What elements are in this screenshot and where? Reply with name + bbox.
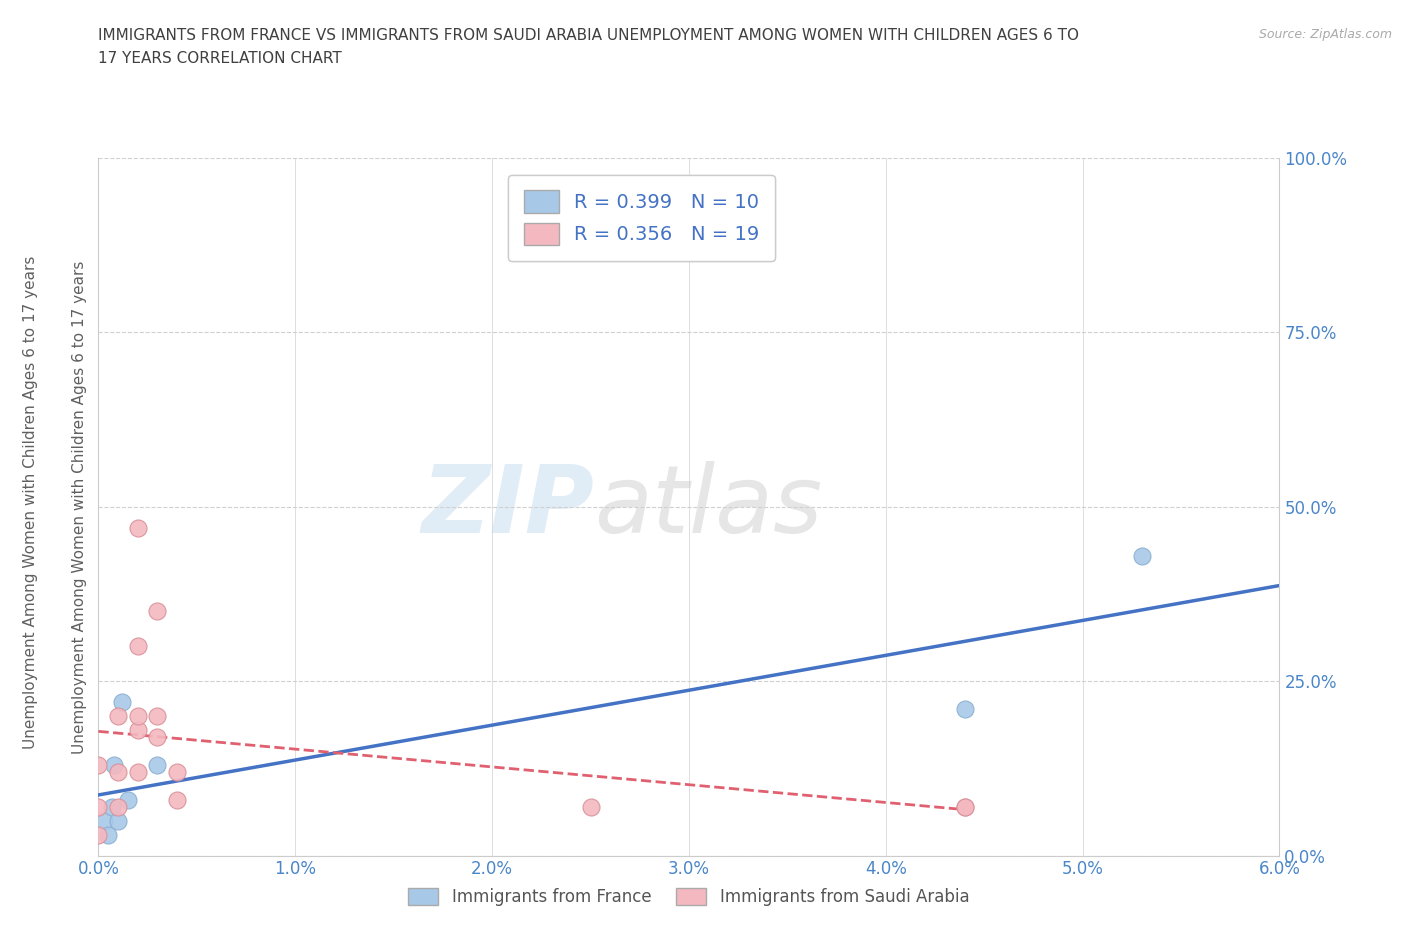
Point — [579, 799, 602, 815]
Point — [127, 723, 149, 737]
Point — [107, 764, 129, 779]
Point — [101, 799, 124, 815]
Point — [127, 639, 149, 654]
Y-axis label: Unemployment Among Women with Children Ages 6 to 17 years: Unemployment Among Women with Children A… — [72, 260, 87, 753]
Text: 17 YEARS CORRELATION CHART: 17 YEARS CORRELATION CHART — [98, 51, 342, 66]
Point — [166, 764, 188, 779]
Point — [111, 695, 134, 710]
Point — [146, 604, 169, 619]
Point — [127, 521, 149, 536]
Text: atlas: atlas — [595, 461, 823, 552]
Point — [127, 764, 149, 779]
Legend: R = 0.399   N = 10, R = 0.356   N = 19: R = 0.399 N = 10, R = 0.356 N = 19 — [508, 175, 775, 260]
Point — [953, 799, 976, 815]
Point — [117, 792, 139, 807]
Text: IMMIGRANTS FROM FRANCE VS IMMIGRANTS FROM SAUDI ARABIA UNEMPLOYMENT AMONG WOMEN : IMMIGRANTS FROM FRANCE VS IMMIGRANTS FRO… — [98, 28, 1080, 43]
Point — [146, 757, 169, 772]
Point — [107, 813, 129, 829]
Point — [166, 792, 188, 807]
Legend: Immigrants from France, Immigrants from Saudi Arabia: Immigrants from France, Immigrants from … — [402, 881, 976, 912]
Point — [953, 799, 976, 815]
Point — [107, 709, 129, 724]
Point — [953, 701, 976, 716]
Point — [97, 828, 120, 843]
Point — [146, 709, 169, 724]
Point — [93, 813, 115, 829]
Point — [87, 799, 110, 815]
Text: Source: ZipAtlas.com: Source: ZipAtlas.com — [1258, 28, 1392, 41]
Point — [87, 828, 110, 843]
Point — [1130, 549, 1153, 564]
Point — [107, 799, 129, 815]
Point — [103, 757, 125, 772]
Point — [87, 757, 110, 772]
Text: ZIP: ZIP — [422, 461, 595, 552]
Point — [127, 709, 149, 724]
Point — [146, 729, 169, 744]
Text: Unemployment Among Women with Children Ages 6 to 17 years: Unemployment Among Women with Children A… — [24, 256, 38, 749]
